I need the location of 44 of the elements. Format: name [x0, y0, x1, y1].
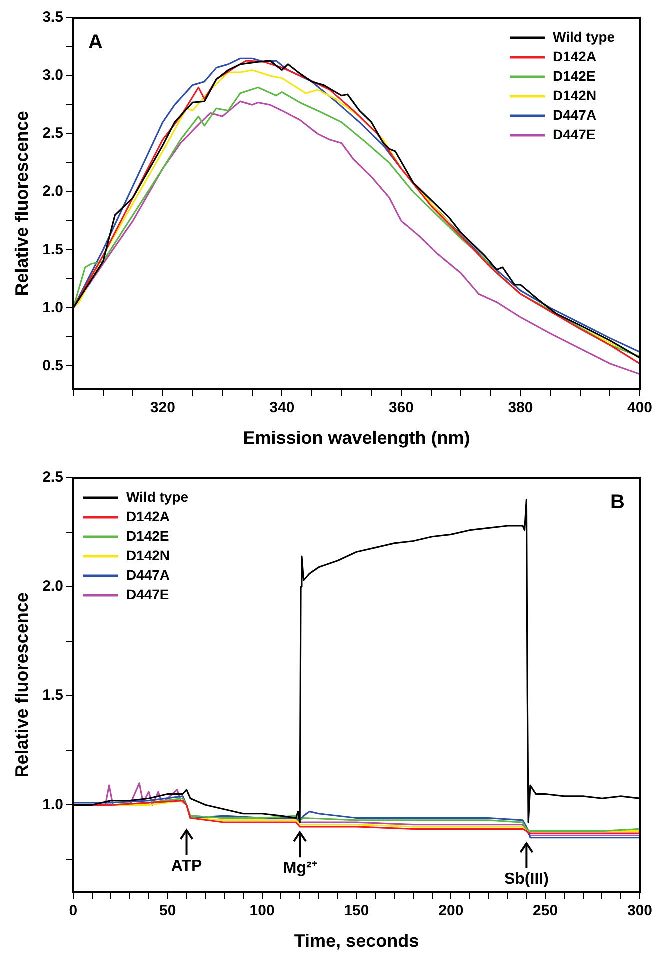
legend-label: D142E — [126, 528, 170, 544]
annotation: Sb(III) — [504, 870, 549, 888]
legend-label: D142E — [553, 68, 596, 84]
legend-label: Wild type — [126, 488, 189, 505]
y-tick-label: 2.0 — [42, 183, 64, 200]
legend-label: D142N — [553, 87, 597, 104]
x-axis-title: Emission wavelength (nm) — [243, 428, 470, 448]
annotation: B — [610, 492, 625, 514]
legend-label: D447E — [126, 586, 170, 602]
y-tick-label: 3.0 — [42, 67, 64, 84]
x-tick-label: 250 — [533, 902, 558, 920]
x-tick-label: 0 — [69, 902, 78, 920]
legend-label: D142A — [553, 48, 597, 64]
x-tick-label: 360 — [388, 400, 414, 417]
legend-label: D447A — [553, 106, 597, 123]
y-tick-label: 2.0 — [42, 578, 64, 596]
y-tick-label: 1.0 — [42, 796, 64, 814]
y-tick-label: 3.5 — [42, 9, 64, 26]
x-axis-title: Time, seconds — [294, 931, 420, 952]
annotation: ATP — [171, 858, 202, 875]
y-tick-label: 1.0 — [42, 299, 64, 316]
y-tick-label: 0.5 — [42, 357, 64, 374]
y-axis-title: Relative fluorescence — [12, 111, 32, 296]
y-tick-label: 2.5 — [42, 469, 64, 486]
x-tick-label: 340 — [270, 400, 295, 417]
x-tick-label: 200 — [438, 902, 464, 920]
x-tick-label: 100 — [250, 902, 275, 920]
x-tick-label: 50 — [160, 902, 176, 920]
legend-label: Wild type — [553, 28, 616, 45]
legend-label: D142N — [126, 547, 170, 564]
x-tick-label: 320 — [150, 400, 176, 417]
legend-label: D447E — [553, 126, 596, 142]
x-tick-label: 300 — [627, 902, 653, 920]
annotation: Mg²⁺ — [283, 860, 318, 878]
y-axis-title: Relative fluorescence — [12, 592, 32, 778]
annotation: A — [88, 32, 103, 54]
x-tick-label: 380 — [508, 400, 534, 417]
legend-label: D142A — [126, 508, 170, 524]
legend-label: D447A — [126, 566, 170, 583]
y-tick-label: 2.5 — [42, 125, 64, 142]
x-tick-label: 400 — [627, 400, 653, 417]
y-tick-label: 1.5 — [42, 241, 64, 258]
y-tick-label: 1.5 — [42, 687, 64, 704]
x-tick-label: 150 — [344, 902, 370, 920]
